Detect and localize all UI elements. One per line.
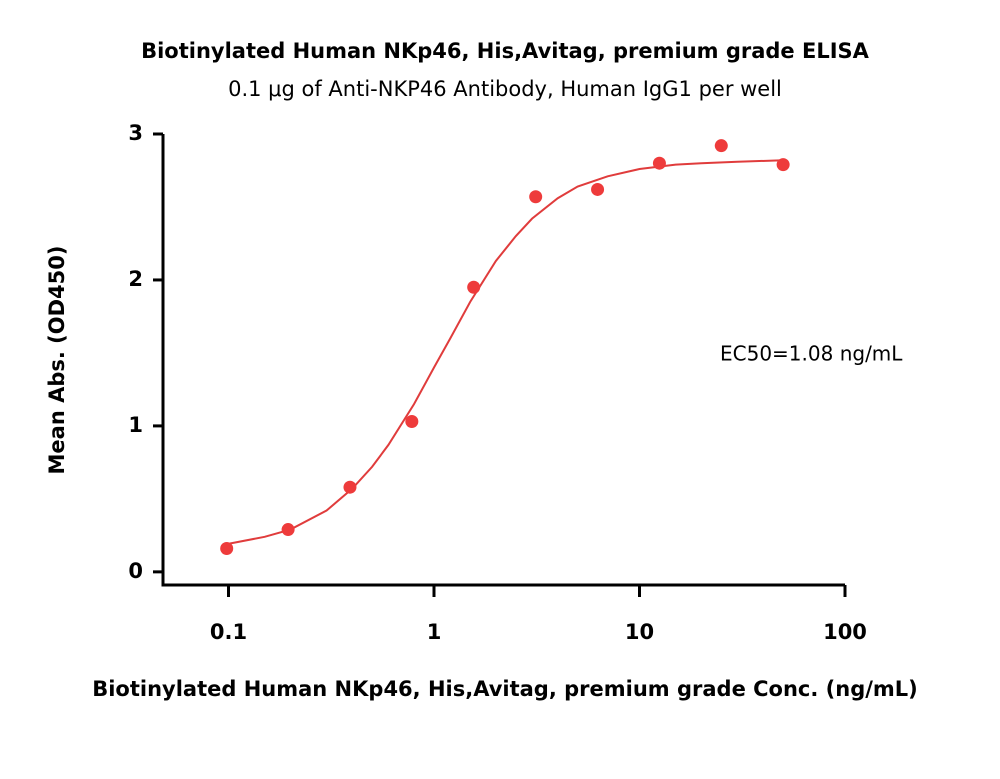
data-point bbox=[652, 156, 666, 170]
data-point bbox=[220, 542, 234, 556]
y-tick-label: 1 bbox=[128, 413, 143, 437]
y-axis-title: Mean Abs. (OD450) bbox=[45, 246, 69, 475]
annotation: EC50=1.08 ng/mL bbox=[720, 342, 903, 366]
y-tick-label: 3 bbox=[128, 121, 143, 145]
data-point bbox=[714, 139, 728, 153]
x-tick-label: 100 bbox=[823, 620, 867, 644]
data-point bbox=[343, 480, 357, 494]
chart-subtitle: 0.1 μg of Anti-NKP46 Antibody, Human IgG… bbox=[228, 77, 782, 101]
data-point bbox=[467, 280, 481, 294]
data-point bbox=[405, 415, 419, 429]
data-point bbox=[529, 190, 543, 204]
x-tick-label: 0.1 bbox=[210, 620, 247, 644]
x-tick-label: 1 bbox=[427, 620, 442, 644]
x-axis-title: Biotinylated Human NKp46, His,Avitag, pr… bbox=[92, 677, 918, 701]
y-tick-label: 2 bbox=[128, 267, 143, 291]
data-point bbox=[591, 182, 605, 196]
data-point bbox=[776, 158, 790, 172]
chart-title: Biotinylated Human NKp46, His,Avitag, pr… bbox=[141, 39, 870, 63]
data-point bbox=[281, 523, 295, 537]
y-tick-label: 0 bbox=[128, 559, 143, 583]
x-tick-label: 10 bbox=[625, 620, 654, 644]
fit-curve bbox=[226, 159, 784, 546]
